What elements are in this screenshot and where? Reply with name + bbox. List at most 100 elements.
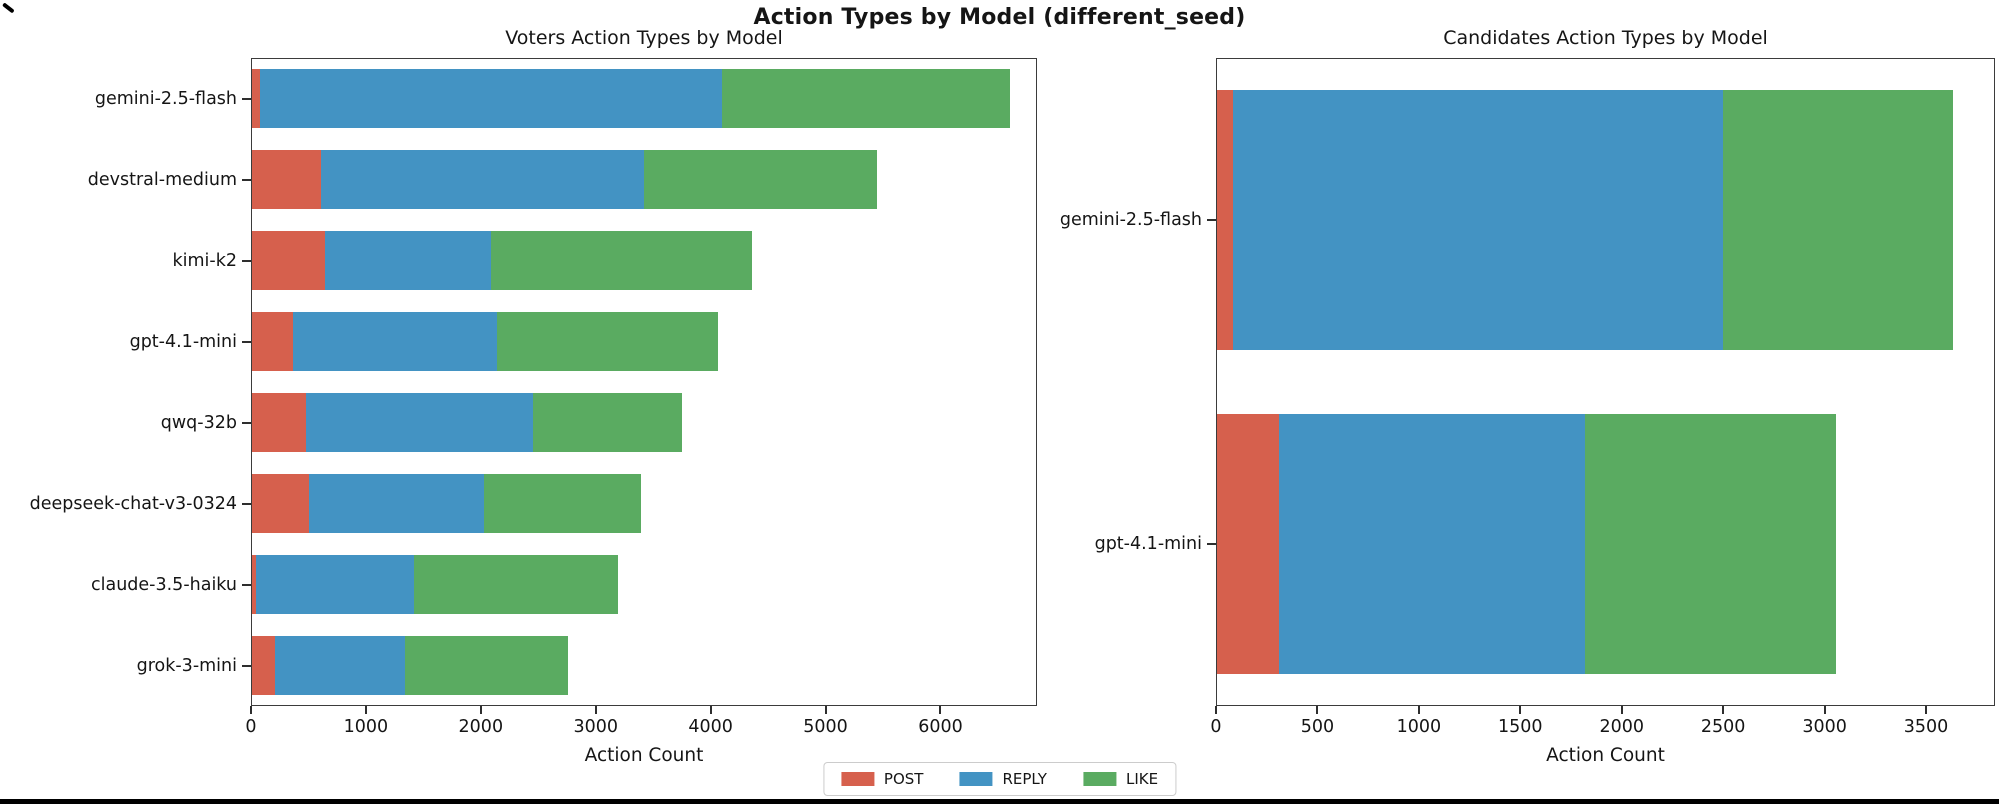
x-tick-label-0: 0 (1210, 717, 1222, 737)
y-tick-label-claude-3.5-haiku: claude-3.5-haiku (91, 574, 237, 595)
bar-row-qwq-32b (251, 392, 1037, 453)
bar-segment-post-grok-3-mini (251, 635, 275, 696)
right-chart-title: Candidates Action Types by Model (1443, 27, 1768, 49)
bar-segment-post-gpt-4.1-mini (1216, 414, 1279, 674)
voters-xaxis-label: Action Count (584, 745, 704, 766)
x-tick-label-2500: 2500 (1700, 717, 1746, 737)
x-tick-label-3000: 3000 (1802, 717, 1847, 737)
bar-segment-like-deepseek-chat-v3-0324 (483, 473, 641, 534)
y-tick-label-grok-3-mini: grok-3-mini (136, 655, 237, 676)
legend-item-post: POST (840, 770, 923, 788)
y-tick-mark-kimi-k2 (242, 259, 251, 262)
x-tick-mark-3000 (1823, 706, 1826, 714)
x-tick-mark-500 (1316, 706, 1319, 714)
x-tick-mark-0 (1215, 706, 1217, 714)
y-tick-label-gemini-2.5-flash: gemini-2.5-flash (94, 88, 237, 109)
bar-segment-post-gemini-2.5-flash (1216, 90, 1233, 350)
x-tick-mark-1000 (1417, 706, 1420, 714)
bar-segment-reply-gpt-4.1-mini (293, 311, 497, 372)
x-tick-label-1000: 1000 (1396, 717, 1442, 737)
x-tick-label-5000: 5000 (803, 717, 848, 737)
bar-segment-reply-kimi-k2 (324, 230, 492, 291)
bar-row-gpt-4.1-mini (1216, 414, 1995, 674)
bar-segment-post-claude-3.5-haiku (251, 554, 256, 615)
bar-segment-post-gemini-2.5-flash (251, 68, 261, 129)
bar-segment-reply-qwq-32b (306, 392, 533, 453)
y-tick-label-gemini-2.5-flash: gemini-2.5-flash (1059, 210, 1202, 230)
x-tick-mark-1000 (364, 706, 367, 714)
bar-segment-like-gpt-4.1-mini (1585, 414, 1836, 674)
x-tick-mark-2000 (1620, 706, 1623, 714)
y-tick-mark-gpt-4.1-mini (1207, 543, 1216, 545)
x-tick-mark-0 (250, 706, 252, 714)
y-tick-mark-deepseek-chat-v3-0324 (242, 502, 251, 505)
x-tick-mark-1500 (1519, 706, 1522, 714)
candidates-xaxis-label: Action Count (1546, 745, 1665, 766)
figure-suptitle: Action Types by Model (different_seed) (753, 5, 1246, 30)
bar-row-kimi-k2 (251, 230, 1037, 291)
bar-row-gpt-4.1-mini (251, 311, 1037, 372)
left-chart-title: Voters Action Types by Model (505, 27, 783, 49)
y-tick-mark-gemini-2.5-flash (1207, 219, 1216, 221)
bar-segment-reply-deepseek-chat-v3-0324 (308, 473, 484, 534)
x-tick-mark-3500 (1925, 706, 1928, 714)
bar-segment-like-kimi-k2 (491, 230, 752, 291)
bar-segment-like-gemini-2.5-flash (722, 68, 1010, 129)
x-tick-label-0: 0 (245, 717, 257, 737)
y-tick-label-deepseek-chat-v3-0324: deepseek-chat-v3-0324 (29, 493, 237, 514)
bar-segment-reply-gemini-2.5-flash (260, 68, 723, 129)
legend-label-like: LIKE (1125, 770, 1159, 788)
x-tick-mark-3000 (594, 706, 597, 714)
x-tick-label-1500: 1500 (1498, 717, 1543, 737)
bar-segment-post-kimi-k2 (251, 230, 325, 291)
legend-label-reply: REPLY (1002, 770, 1047, 788)
x-tick-label-3500: 3500 (1903, 717, 1949, 737)
bar-row-devstral-medium (251, 149, 1037, 210)
x-tick-label-4000: 4000 (688, 717, 733, 737)
y-tick-label-gpt-4.1-mini: gpt-4.1-mini (129, 331, 237, 352)
bar-segment-like-grok-3-mini (405, 635, 569, 696)
y-tick-mark-grok-3-mini (242, 664, 251, 667)
y-tick-mark-devstral-medium (242, 178, 251, 181)
bar-segment-like-devstral-medium (644, 149, 878, 210)
y-tick-label-kimi-k2: kimi-k2 (172, 250, 238, 271)
voters-plot-area: gemini-2.5-flash devstral-medium kimi-k2 gp… (30, 58, 1037, 737)
y-tick-mark-gemini-2.5-flash (242, 97, 251, 100)
reply-swatch-icon (959, 772, 993, 786)
bar-row-gemini-2.5-flash (251, 68, 1037, 129)
y-tick-label-devstral-medium: devstral-medium (87, 169, 237, 190)
bar-row-gemini-2.5-flash (1216, 90, 1995, 350)
legend-item-like: LIKE (1082, 770, 1159, 788)
bar-row-claude-3.5-haiku (251, 554, 1037, 615)
bar-segment-post-gpt-4.1-mini (251, 311, 294, 372)
bar-segment-like-gemini-2.5-flash (1723, 90, 1953, 350)
x-tick-label-1000: 1000 (343, 717, 389, 737)
y-tick-mark-claude-3.5-haiku (242, 583, 251, 586)
x-tick-label-500: 500 (1300, 717, 1335, 737)
legend: POST REPLY LIKE (822, 762, 1177, 796)
bar-segment-like-gpt-4.1-mini (496, 311, 719, 372)
y-tick-label-gpt-4.1-mini: gpt-4.1-mini (1094, 534, 1202, 554)
legend-item-reply: REPLY (959, 770, 1047, 788)
x-tick-mark-2500 (1722, 706, 1725, 714)
bar-segment-reply-gpt-4.1-mini (1278, 414, 1586, 674)
y-tick-mark-gpt-4.1-mini (242, 340, 251, 343)
y-tick-mark-qwq-32b (242, 421, 251, 424)
x-tick-label-3000: 3000 (573, 717, 619, 737)
x-tick-label-6000: 6000 (918, 717, 963, 737)
bar-segment-reply-grok-3-mini (274, 635, 406, 696)
bar-segment-reply-gemini-2.5-flash (1232, 90, 1724, 350)
x-tick-label-2000: 2000 (1599, 717, 1644, 737)
bottom-black-bar (0, 799, 1999, 804)
bar-segment-like-qwq-32b (532, 392, 682, 453)
bar-segment-like-claude-3.5-haiku (414, 554, 619, 615)
x-tick-mark-2000 (479, 706, 482, 714)
x-tick-mark-4000 (709, 706, 712, 714)
y-tick-label-qwq-32b: qwq-32b (160, 412, 237, 433)
bar-segment-post-deepseek-chat-v3-0324 (251, 473, 309, 534)
bar-segment-post-devstral-medium (251, 149, 322, 210)
bar-row-grok-3-mini (251, 635, 1037, 696)
candidates-plot-area: gemini-2.5-flash gpt-4.1-mini 0 500 1000 1500… (1060, 58, 1995, 737)
x-tick-mark-6000 (939, 706, 942, 714)
